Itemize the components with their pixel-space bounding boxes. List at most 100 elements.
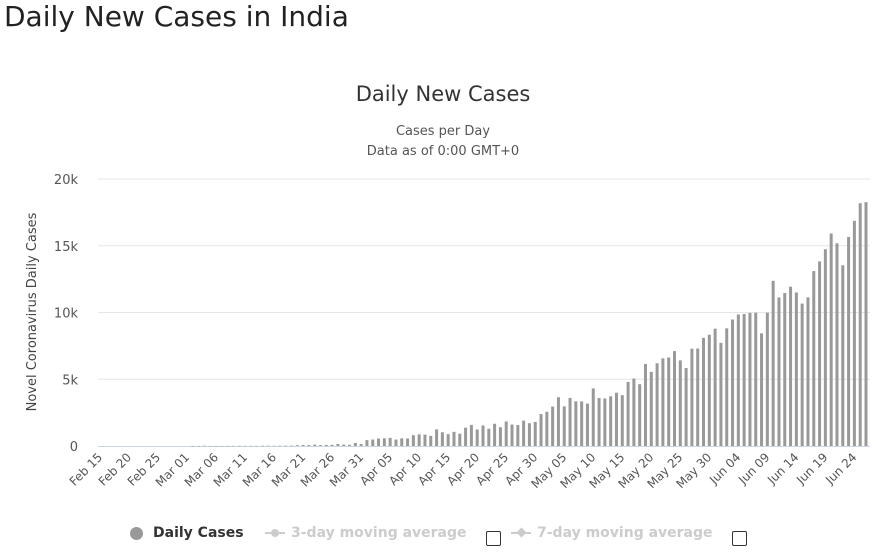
bar[interactable] — [736, 314, 740, 446]
bar[interactable] — [510, 424, 514, 446]
bar[interactable] — [324, 444, 328, 446]
bar[interactable] — [707, 334, 711, 446]
bar[interactable] — [667, 357, 671, 446]
bar[interactable] — [754, 312, 758, 446]
bar[interactable] — [614, 392, 618, 446]
bar[interactable] — [551, 406, 555, 446]
bar[interactable] — [638, 384, 642, 446]
bar[interactable] — [522, 420, 526, 446]
bar[interactable] — [516, 425, 520, 446]
bar[interactable] — [823, 249, 827, 446]
bar[interactable] — [765, 312, 769, 446]
bar[interactable] — [440, 432, 444, 446]
bar[interactable] — [632, 378, 636, 446]
bar[interactable] — [202, 445, 206, 447]
bar[interactable] — [655, 363, 659, 446]
bar[interactable] — [574, 401, 578, 446]
bar[interactable] — [417, 434, 421, 446]
bar[interactable] — [673, 351, 676, 446]
bar[interactable] — [812, 271, 816, 446]
bar[interactable] — [620, 395, 624, 446]
bar[interactable] — [342, 444, 346, 446]
legend-7day-average[interactable]: 7-day moving average — [511, 525, 713, 541]
bar[interactable] — [348, 444, 352, 446]
bar[interactable] — [400, 438, 404, 446]
bar[interactable] — [858, 203, 862, 446]
bar[interactable] — [220, 445, 224, 447]
bar[interactable] — [789, 286, 793, 446]
bar[interactable] — [580, 401, 584, 446]
bar[interactable] — [249, 445, 253, 447]
bar[interactable] — [353, 442, 357, 446]
bar[interactable] — [597, 398, 601, 446]
bar[interactable] — [260, 445, 264, 447]
bar[interactable] — [446, 434, 450, 446]
bar[interactable] — [237, 445, 241, 447]
bar[interactable] — [377, 438, 381, 446]
bar[interactable] — [411, 435, 415, 446]
bar[interactable] — [255, 445, 259, 447]
bar[interactable] — [725, 328, 729, 446]
bar[interactable] — [800, 303, 804, 446]
bar[interactable] — [684, 367, 688, 446]
legend-daily-cases[interactable]: Daily Cases — [130, 525, 244, 541]
bar[interactable] — [394, 439, 398, 446]
bar[interactable] — [852, 220, 856, 446]
bar[interactable] — [406, 438, 410, 446]
bar[interactable] — [591, 388, 595, 446]
toggle-3day-checkbox[interactable] — [486, 531, 501, 546]
bar[interactable] — [452, 431, 456, 446]
bar[interactable] — [435, 429, 439, 446]
bar[interactable] — [713, 328, 717, 446]
bar[interactable] — [690, 348, 694, 446]
bar[interactable] — [313, 444, 317, 446]
bar[interactable] — [330, 444, 334, 446]
bar[interactable] — [365, 440, 369, 446]
bar[interactable] — [504, 421, 508, 446]
bar[interactable] — [696, 348, 700, 446]
bar[interactable] — [487, 428, 491, 446]
bar[interactable] — [835, 243, 839, 446]
bar[interactable] — [864, 202, 868, 446]
bar[interactable] — [307, 445, 311, 446]
bar[interactable] — [818, 261, 822, 446]
bar[interactable] — [527, 423, 531, 446]
bar[interactable] — [771, 280, 775, 446]
bar[interactable] — [493, 423, 497, 446]
bar[interactable] — [847, 236, 851, 446]
bar[interactable] — [458, 433, 462, 446]
bar[interactable] — [556, 397, 560, 446]
bar[interactable] — [719, 342, 723, 446]
bar[interactable] — [626, 382, 630, 446]
bar[interactable] — [731, 319, 735, 446]
bar[interactable] — [742, 314, 746, 446]
bar[interactable] — [295, 445, 299, 446]
bar[interactable] — [841, 265, 845, 446]
bar[interactable] — [290, 445, 293, 447]
bar[interactable] — [191, 445, 195, 447]
bar[interactable] — [661, 358, 665, 446]
bar[interactable] — [539, 414, 543, 446]
bar[interactable] — [760, 333, 764, 446]
bar[interactable] — [231, 445, 235, 447]
bar[interactable] — [562, 406, 566, 446]
bar[interactable] — [545, 411, 549, 446]
bar[interactable] — [603, 398, 607, 446]
bar[interactable] — [278, 445, 282, 447]
bar[interactable] — [783, 293, 787, 446]
bar[interactable] — [649, 371, 653, 446]
bar[interactable] — [533, 421, 537, 446]
bar[interactable] — [498, 427, 502, 446]
bar[interactable] — [643, 363, 647, 446]
bar[interactable] — [319, 445, 323, 446]
bar[interactable] — [336, 444, 340, 446]
bar[interactable] — [748, 312, 752, 446]
bar[interactable] — [214, 445, 218, 447]
bar[interactable] — [464, 427, 468, 446]
bar[interactable] — [469, 424, 473, 446]
bar[interactable] — [475, 429, 479, 446]
bar[interactable] — [777, 297, 781, 446]
bar[interactable] — [301, 444, 305, 446]
legend-3day-average[interactable]: 3-day moving average — [265, 525, 467, 541]
bar[interactable] — [272, 445, 276, 447]
